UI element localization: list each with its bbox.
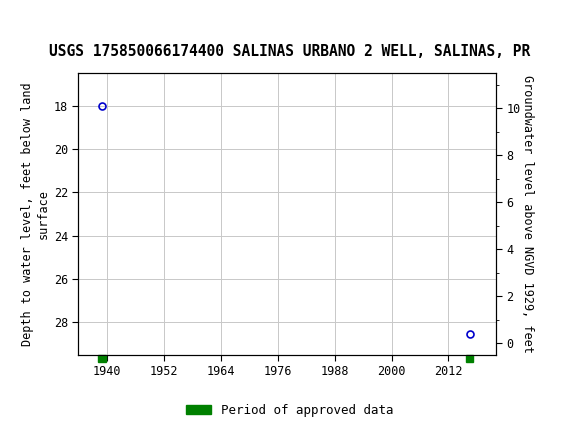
Y-axis label: Groundwater level above NGVD 1929, feet: Groundwater level above NGVD 1929, feet (521, 75, 534, 353)
Text: USGS 175850066174400 SALINAS URBANO 2 WELL, SALINAS, PR: USGS 175850066174400 SALINAS URBANO 2 WE… (49, 44, 531, 59)
Text: USGS: USGS (49, 14, 109, 33)
Bar (99, 355, 106, 362)
Y-axis label: Depth to water level, feet below land
surface: Depth to water level, feet below land su… (21, 82, 49, 346)
Bar (466, 355, 473, 362)
Legend: Period of approved data: Period of approved data (181, 399, 399, 421)
